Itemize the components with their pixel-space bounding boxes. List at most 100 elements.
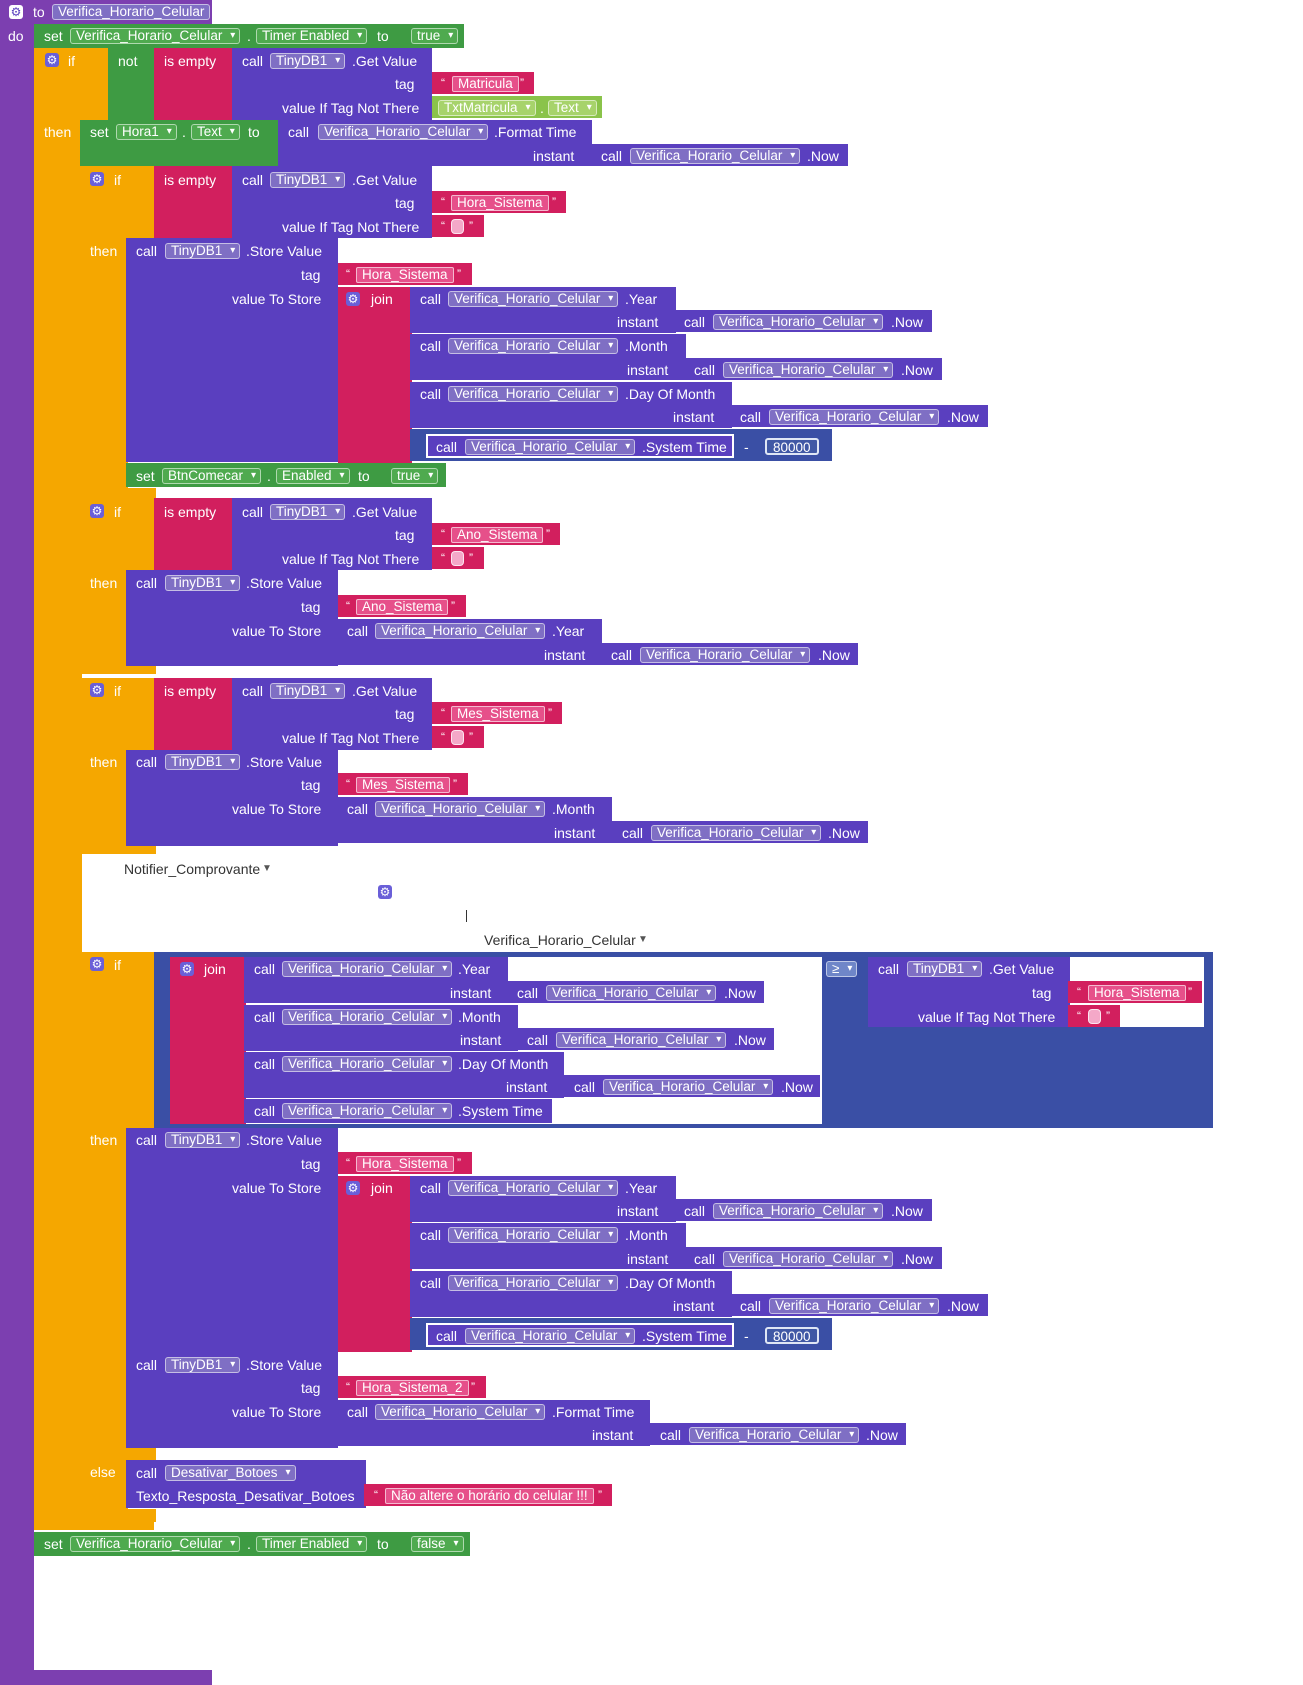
is-empty-block[interactable] xyxy=(154,48,234,120)
component-dropdown[interactable]: Verifica_Horario_Celular xyxy=(448,1180,619,1196)
property-dropdown[interactable]: Timer Enabled xyxy=(256,28,368,44)
string-value[interactable]: Ano_Sistema xyxy=(451,527,544,543)
component-dropdown[interactable]: Verifica_Horario_Celular xyxy=(448,1275,619,1291)
component-dropdown[interactable]: Verifica_Horario_Celular xyxy=(556,1032,727,1048)
component-dropdown[interactable]: TinyDB1 xyxy=(907,961,983,977)
component-dropdown[interactable]: TxtMatricula xyxy=(438,100,536,116)
component-dropdown[interactable]: TinyDB1 xyxy=(270,53,346,69)
not-block[interactable] xyxy=(108,48,156,120)
if-gear-icon[interactable]: ⚙ xyxy=(45,53,59,67)
set-hora1-text-block[interactable] xyxy=(80,120,280,166)
component-dropdown[interactable]: Verifica_Horario_Celular xyxy=(769,409,940,425)
string-value[interactable]: Mes_Sistema xyxy=(356,777,450,793)
notifier-dropdown[interactable]: Notifier_Comprovante xyxy=(124,861,261,877)
component-dropdown[interactable]: Verifica_Horario_Celular xyxy=(630,148,801,164)
property-dropdown[interactable]: Text xyxy=(191,124,240,140)
component-dropdown[interactable]: TinyDB1 xyxy=(270,683,346,699)
component-dropdown[interactable]: TinyDB1 xyxy=(165,1357,241,1373)
string-value[interactable]: Não altere o horário do celular !!! xyxy=(385,1488,594,1504)
join-gear-icon[interactable]: ⚙ xyxy=(346,292,360,306)
false-dropdown[interactable]: false xyxy=(411,1536,464,1552)
if-gear-icon[interactable]: ⚙ xyxy=(90,504,104,518)
component-dropdown[interactable]: TinyDB1 xyxy=(165,754,241,770)
component-dropdown[interactable]: Verifica_Horario_Celular xyxy=(689,1427,860,1443)
outer-if-block[interactable] xyxy=(34,48,82,1530)
string-value[interactable]: Ano_Sistema xyxy=(356,599,449,615)
component-dropdown[interactable]: Verifica_Horario_Celular xyxy=(448,386,619,402)
if-gear-icon[interactable]: ⚙ xyxy=(90,957,104,971)
property-dropdown[interactable]: Text xyxy=(548,100,597,116)
join-block[interactable] xyxy=(338,287,412,463)
is-empty-block[interactable] xyxy=(154,678,234,750)
empty-string-field[interactable] xyxy=(1088,1009,1101,1024)
component-dropdown[interactable]: Verifica_Horario_Celular xyxy=(465,1328,636,1344)
string-value[interactable]: Hora_Sistema xyxy=(451,195,549,211)
component-dropdown[interactable]: TinyDB1 xyxy=(165,1132,241,1148)
component-dropdown[interactable]: TinyDB1 xyxy=(165,243,241,259)
property-dropdown[interactable]: Enabled xyxy=(276,468,350,484)
string-value[interactable]: Hora_Sistema_2 xyxy=(356,1380,469,1396)
component-dropdown[interactable]: TinyDB1 xyxy=(270,172,346,188)
join-block[interactable] xyxy=(338,1176,412,1352)
procedure-dropdown[interactable]: Desativar_Botoes xyxy=(165,1465,296,1481)
chevron-down-icon[interactable]: ▼ xyxy=(262,863,272,874)
empty-string-field[interactable] xyxy=(451,551,464,566)
component-dropdown[interactable]: Verifica_Horario_Celular xyxy=(448,291,619,307)
procedure-name-field[interactable]: Verifica_Horario_Celular xyxy=(52,4,211,20)
true-dropdown[interactable]: true xyxy=(391,468,439,484)
string-value[interactable]: Hora_Sistema xyxy=(356,1156,454,1172)
component-dropdown[interactable]: Verifica_Horario_Celular xyxy=(282,1056,453,1072)
component-dropdown[interactable]: Verifica_Horario_Celular xyxy=(651,825,822,841)
component-dropdown[interactable]: Verifica_Horario_Celular xyxy=(769,1298,940,1314)
component-dropdown[interactable]: TinyDB1 xyxy=(270,504,346,520)
component-dropdown[interactable]: Hora1 xyxy=(116,124,177,140)
component-dropdown[interactable]: Verifica_Horario_Celular xyxy=(70,28,241,44)
component-dropdown[interactable]: Verifica_Horario_Celular xyxy=(375,1404,546,1420)
string-value[interactable]: Hora_Sistema xyxy=(1088,985,1186,1001)
true-dropdown[interactable]: true xyxy=(411,28,459,44)
component-dropdown[interactable]: TinyDB1 xyxy=(165,575,241,591)
component-dropdown[interactable]: Verifica_Horario_Celular xyxy=(282,1103,453,1119)
component-dropdown[interactable]: Verifica_Horario_Celular xyxy=(318,124,489,140)
component-dropdown[interactable]: Verifica_Horario_Celular xyxy=(70,1536,241,1552)
tinydb-store-value-block[interactable] xyxy=(126,1128,338,1352)
join-block[interactable] xyxy=(170,957,246,1124)
component-dropdown[interactable]: Verifica_Horario_Celular xyxy=(375,623,546,639)
component-dropdown[interactable]: Verifica_Horario_Celular xyxy=(713,314,884,330)
component-dropdown[interactable]: Verifica_Horario_Celular xyxy=(282,1009,453,1025)
component-dropdown[interactable]: Verifica_Horario_Celular xyxy=(640,647,811,663)
number-field[interactable]: 80000 xyxy=(765,438,819,455)
is-empty-block[interactable] xyxy=(154,166,234,238)
chevron-down-icon[interactable]: ▼ xyxy=(638,934,648,945)
is-empty-block[interactable] xyxy=(154,498,234,570)
string-value[interactable]: Hora_Sistema xyxy=(356,267,454,283)
component-dropdown[interactable]: Verifica_Horario_Celular xyxy=(448,1227,619,1243)
component-dropdown[interactable]: Verifica_Horario_Celular xyxy=(448,338,619,354)
string-value[interactable]: Mes_Sistema xyxy=(451,706,545,722)
component-dropdown[interactable]: Verifica_Horario_Celular xyxy=(723,1251,894,1267)
procedure-block[interactable] xyxy=(0,0,34,1685)
if-gear-icon[interactable]: ⚙ xyxy=(90,683,104,697)
gear-icon[interactable]: ⚙ xyxy=(378,885,392,899)
compare-operator-dropdown[interactable]: ≥ xyxy=(826,961,858,977)
component-dropdown[interactable]: Verifica_Horario_Celular xyxy=(713,1203,884,1219)
mutator-gear-icon[interactable]: ⚙ xyxy=(9,5,23,19)
empty-string-field[interactable] xyxy=(451,219,464,234)
join-gear-icon[interactable]: ⚙ xyxy=(346,1181,360,1195)
empty-string-field[interactable] xyxy=(451,730,464,745)
join-gear-icon[interactable]: ⚙ xyxy=(180,962,194,976)
component-dropdown[interactable]: Verifica_Horario_Celular xyxy=(723,362,894,378)
clock-dropdown[interactable]: Verifica_Horario_Celular xyxy=(484,932,636,948)
component-dropdown[interactable]: Verifica_Horario_Celular xyxy=(375,801,546,817)
if-gear-icon[interactable]: ⚙ xyxy=(90,172,104,186)
component-dropdown[interactable]: Verifica_Horario_Celular xyxy=(603,1079,774,1095)
component-dropdown[interactable]: Verifica_Horario_Celular xyxy=(546,985,717,1001)
string-value[interactable]: Matricula xyxy=(452,76,519,92)
property-dropdown[interactable]: Timer Enabled xyxy=(256,1536,368,1552)
component-dropdown[interactable]: Verifica_Horario_Celular xyxy=(282,961,453,977)
number-field[interactable]: 80000 xyxy=(765,1327,819,1344)
component-dropdown[interactable]: BtnComecar xyxy=(162,468,262,484)
component-dropdown[interactable]: Verifica_Horario_Celular xyxy=(465,439,636,455)
tinydb-store-value-block[interactable] xyxy=(126,238,338,462)
